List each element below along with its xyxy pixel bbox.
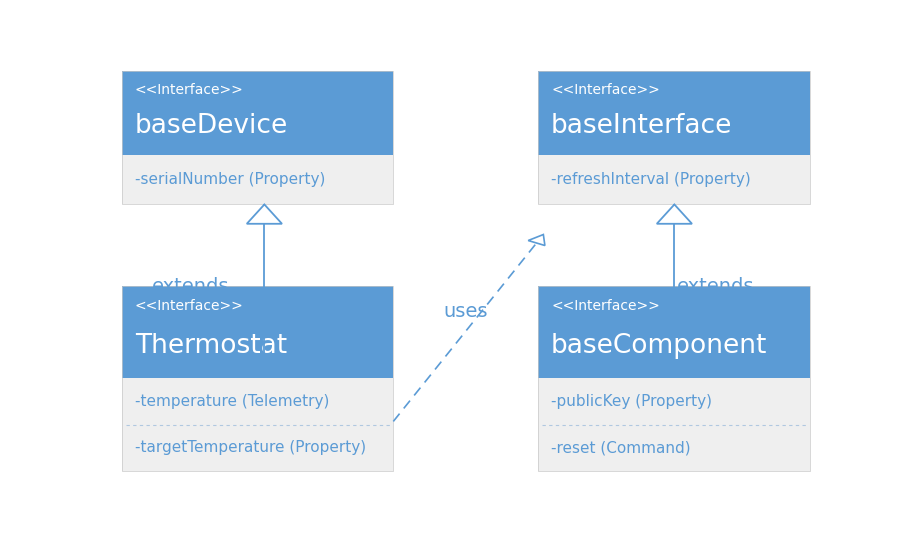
Bar [538, 71, 810, 155]
Text: <<Interface>>: <<Interface>> [135, 83, 244, 97]
Bar [122, 155, 394, 204]
Bar [122, 286, 394, 378]
Text: -reset (Command): -reset (Command) [551, 440, 691, 455]
Bar [538, 378, 810, 471]
Bar [538, 286, 810, 378]
Bar [538, 155, 810, 204]
Text: uses: uses [444, 302, 488, 321]
Polygon shape [528, 234, 544, 246]
Text: Thermostat: Thermostat [135, 333, 287, 359]
Text: -serialNumber (Property): -serialNumber (Property) [135, 172, 325, 187]
Text: baseDevice: baseDevice [135, 113, 288, 139]
Bar [122, 378, 394, 471]
Text: -targetTemperature (Property): -targetTemperature (Property) [135, 440, 366, 455]
Polygon shape [657, 204, 692, 224]
Text: -refreshInterval (Property): -refreshInterval (Property) [551, 172, 751, 187]
Bar [122, 71, 394, 204]
Bar [538, 286, 810, 471]
Text: baseInterface: baseInterface [551, 113, 733, 139]
Text: extends: extends [153, 277, 230, 296]
Bar [538, 71, 810, 204]
Bar [122, 71, 394, 155]
Bar [122, 286, 394, 471]
Text: <<Interface>>: <<Interface>> [551, 83, 660, 97]
Text: <<Interface>>: <<Interface>> [135, 300, 244, 314]
Text: -publicKey (Property): -publicKey (Property) [551, 394, 712, 409]
Text: extends: extends [677, 277, 754, 296]
Text: baseComponent: baseComponent [551, 333, 767, 359]
Text: <<Interface>>: <<Interface>> [551, 300, 660, 314]
Polygon shape [246, 204, 282, 224]
Text: -temperature (Telemetry): -temperature (Telemetry) [135, 394, 329, 409]
